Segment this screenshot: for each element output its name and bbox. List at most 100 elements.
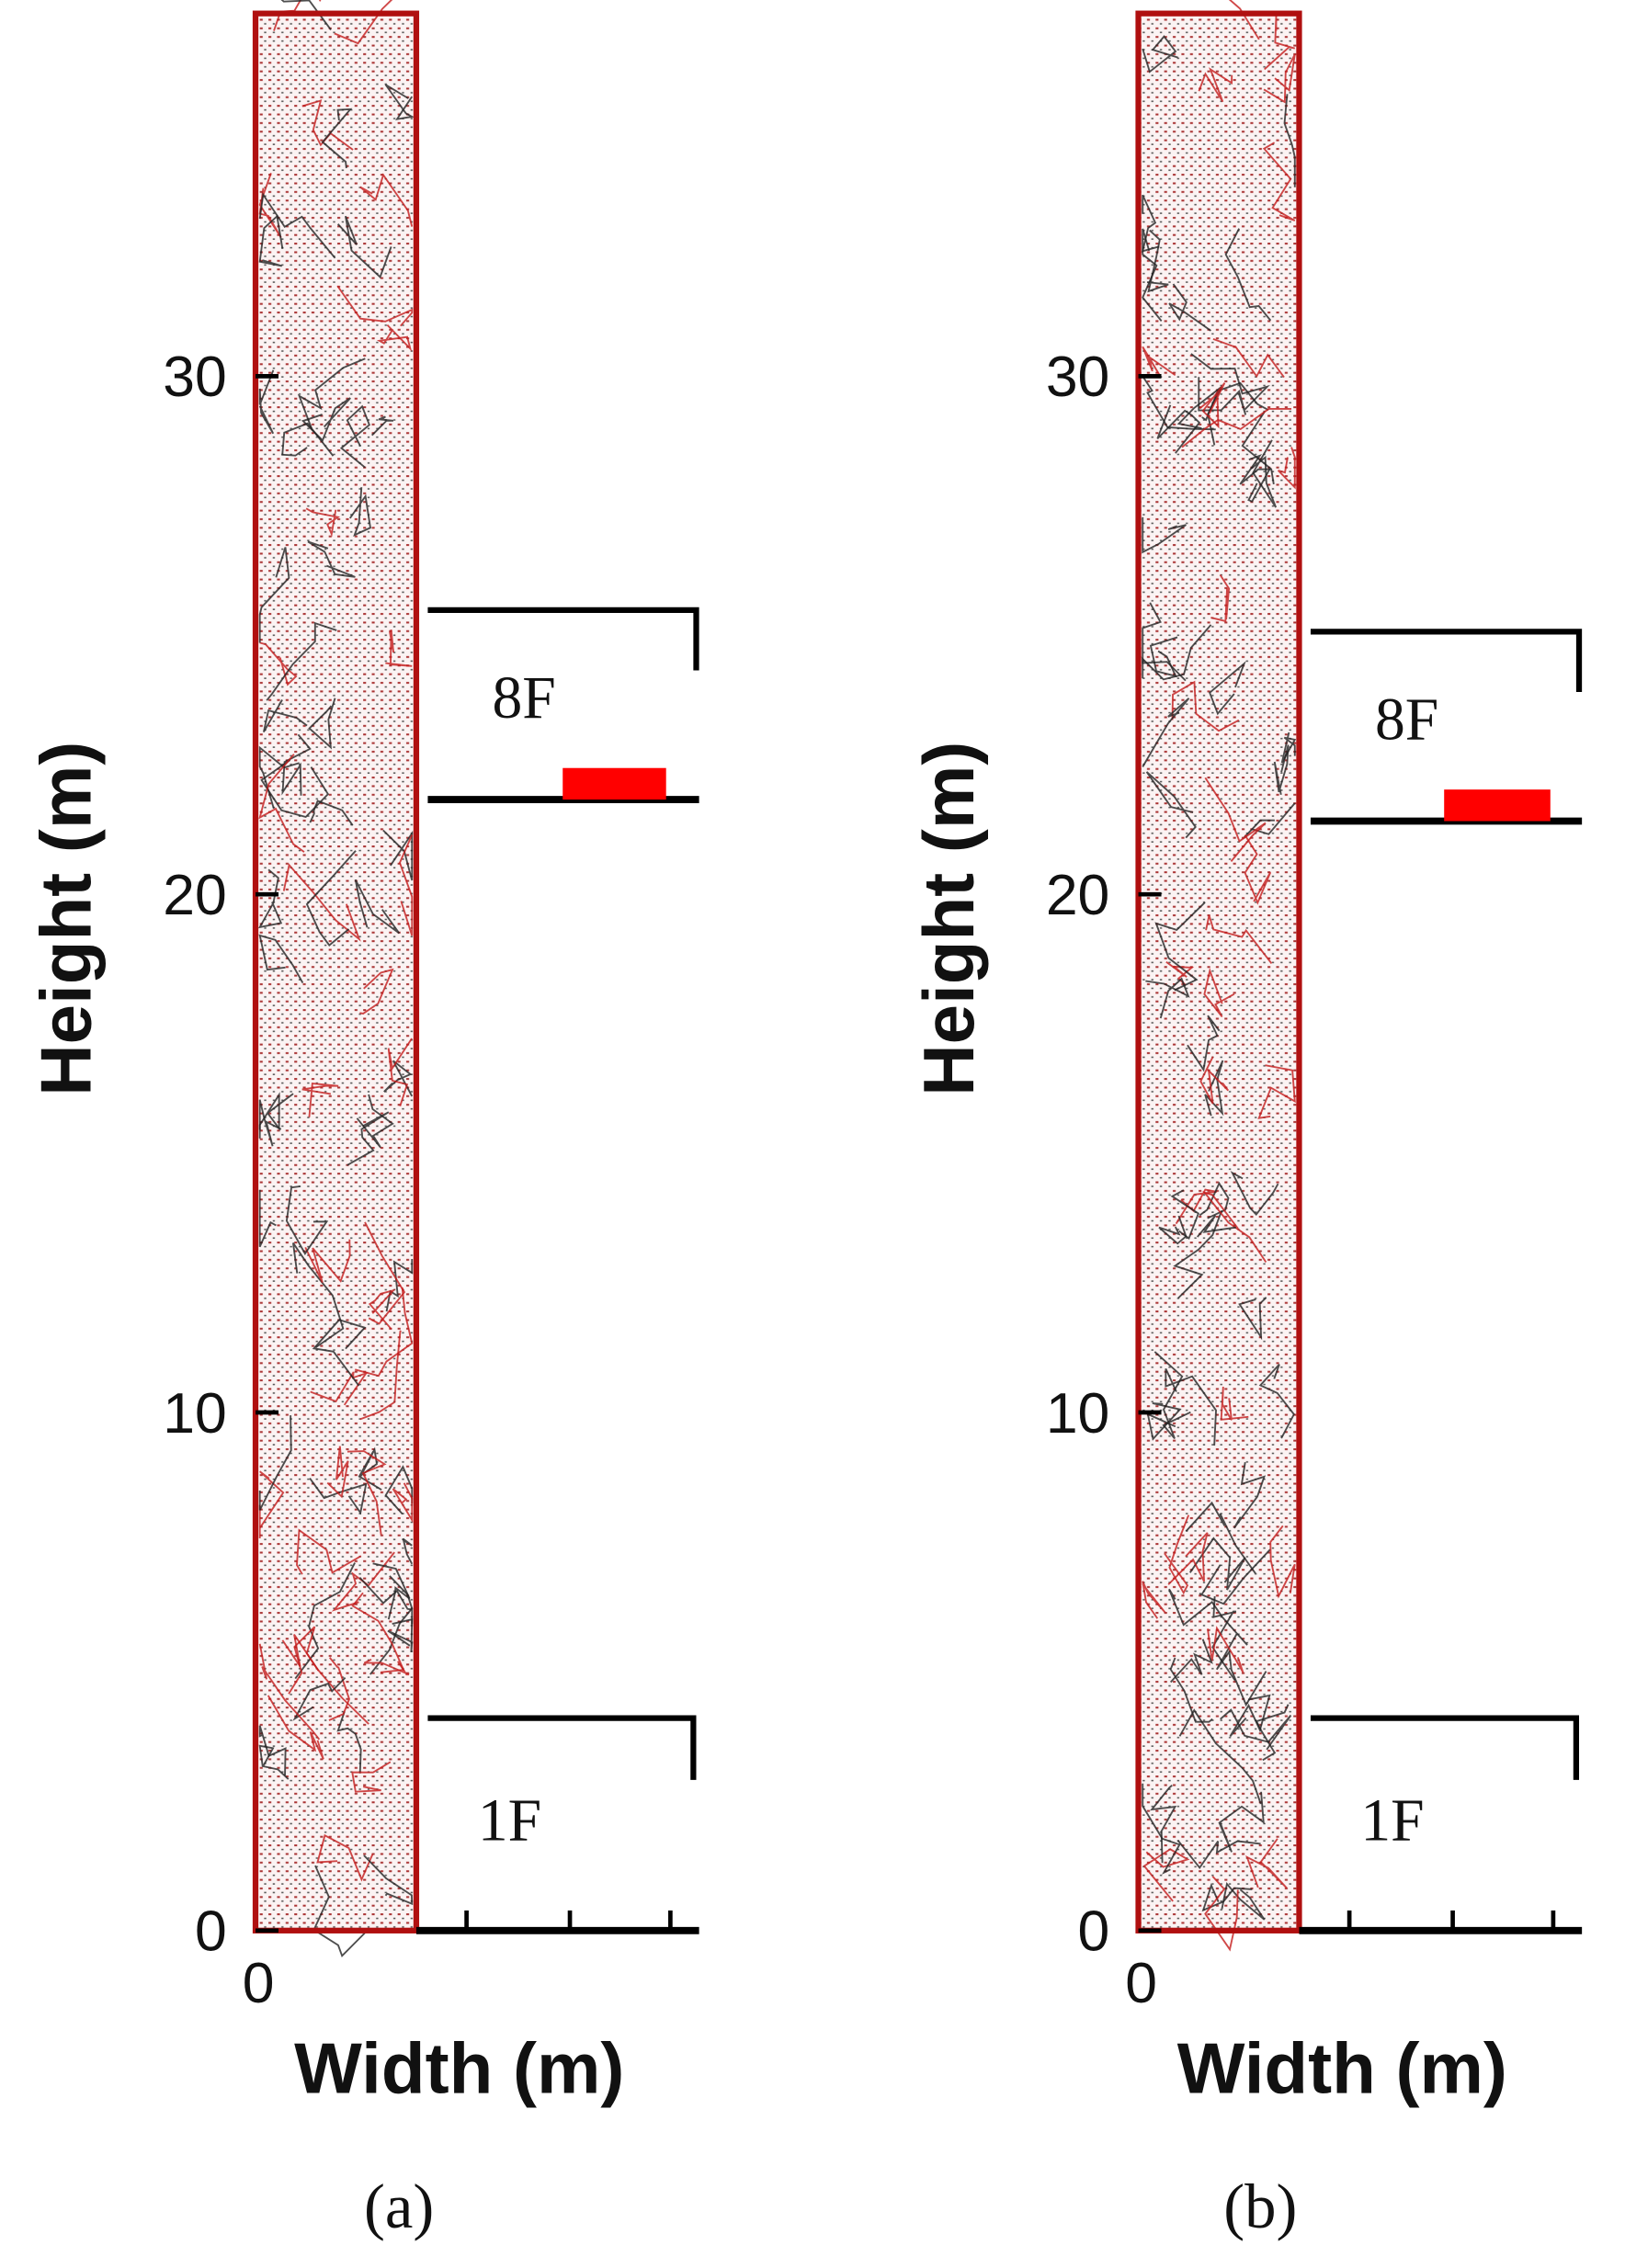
streamline (1145, 771, 1197, 839)
streamline (321, 108, 353, 169)
streamline (334, 0, 393, 45)
streamline (1215, 1633, 1267, 1707)
streamline (288, 1626, 320, 1695)
streamline (301, 99, 354, 151)
column-border (252, 10, 420, 1933)
y-tick-label: 0 (1078, 1899, 1110, 1964)
streamline (258, 214, 284, 267)
streamline (1238, 1297, 1267, 1341)
streamline (280, 0, 332, 31)
streamline (294, 1562, 356, 1680)
streamline (1205, 914, 1273, 965)
streamline (1229, 1694, 1271, 1738)
streamline (282, 863, 361, 942)
streamline (1209, 661, 1246, 716)
streamline (1199, 1181, 1230, 1219)
streamline (1169, 1657, 1213, 1723)
streamline (376, 323, 413, 352)
streamline (358, 1576, 414, 1625)
streamline (304, 1239, 351, 1284)
streamline (347, 1450, 387, 1536)
streamline (257, 868, 283, 929)
streamline (359, 1330, 402, 1421)
streamline (383, 1060, 414, 1097)
streamline (1221, 1881, 1266, 1921)
floor-8-outline (1310, 629, 1583, 692)
streamline (356, 1094, 394, 1149)
y-tick-label: 30 (163, 345, 226, 409)
streamline (1187, 1015, 1221, 1072)
panel-label: (a) (364, 2172, 434, 2241)
streamline (305, 507, 341, 538)
streamline (1185, 1501, 1256, 1574)
streamline (387, 1618, 414, 1653)
streamline (1277, 447, 1296, 490)
streamline (1269, 1525, 1296, 1599)
streamline (1171, 680, 1240, 732)
streamline (1199, 382, 1226, 429)
streamline (258, 1415, 292, 1511)
streamline (292, 1676, 347, 1721)
streamline (258, 1643, 321, 1741)
flow-column (256, 13, 416, 1931)
streamline (1198, 377, 1247, 415)
streamline (331, 1551, 395, 1612)
x-tick-label: 0 (243, 1951, 275, 2015)
column-border (1135, 10, 1302, 1933)
streamline (1178, 1708, 1262, 1805)
streamline (266, 621, 337, 701)
streamline (1142, 228, 1163, 322)
streamline (336, 1711, 362, 1774)
streamline (1142, 375, 1216, 431)
streamline (1164, 1514, 1190, 1595)
y-tick-label: 20 (1046, 863, 1109, 927)
streamline (384, 84, 415, 120)
floor-1-outline (427, 1715, 697, 1780)
streamline (285, 1185, 329, 1256)
streamline (1145, 977, 1190, 1019)
streamline (1142, 346, 1176, 377)
streamline (1207, 1626, 1244, 1673)
streamline (328, 1657, 350, 1721)
streamline (258, 547, 290, 643)
flow-column (1138, 13, 1300, 1931)
streamline (1176, 386, 1222, 446)
streamline (347, 1111, 390, 1166)
streamline (262, 699, 308, 732)
streamline (301, 397, 351, 442)
streamline (1170, 1189, 1199, 1241)
floor-8-outline (427, 607, 699, 671)
y-tick-label: 30 (1046, 345, 1109, 409)
streamline (1204, 1060, 1224, 1117)
streamline (1169, 1639, 1213, 1684)
streamline (1199, 1056, 1230, 1105)
streamline (336, 285, 414, 327)
streamline (359, 968, 394, 1015)
streamline (1142, 602, 1187, 682)
streamline (297, 357, 366, 429)
streamline (359, 173, 414, 227)
x-tick-label: 0 (1125, 1951, 1157, 2015)
y-axis-title: Height (m) (908, 742, 989, 1096)
floor-1-outline (1310, 1715, 1580, 1780)
streamline (1199, 1548, 1271, 1605)
streamline (1142, 1848, 1190, 1902)
streamline (1146, 1402, 1182, 1441)
x-axis-title: Width (m) (294, 2027, 624, 2108)
streamline (1262, 142, 1296, 221)
streamline (354, 879, 401, 935)
streamline (402, 1537, 414, 1565)
streamline (1154, 902, 1206, 992)
streamline (1204, 777, 1267, 863)
y-tick-label: 10 (163, 1381, 226, 1446)
streamline (387, 1038, 413, 1106)
streamline (354, 1287, 414, 1378)
streamline (1201, 381, 1269, 422)
streamline (258, 1099, 282, 1147)
streamline (309, 799, 354, 826)
streamline (1264, 16, 1296, 71)
streamline (1168, 283, 1211, 332)
streamline (1211, 1596, 1237, 1682)
streamline (296, 1528, 362, 1575)
streamline (1167, 1532, 1209, 1585)
